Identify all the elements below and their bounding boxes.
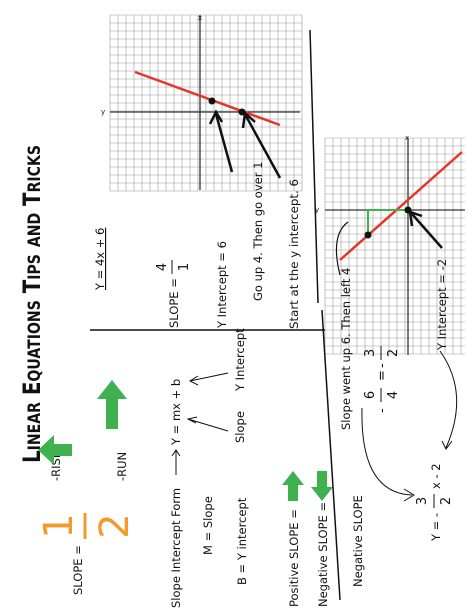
denominator: 2	[92, 513, 138, 538]
ratio-equals: =	[375, 370, 390, 381]
ex1-equation: Y = 4x + 6	[93, 228, 107, 291]
arrow	[241, 110, 282, 179]
arrow	[188, 372, 229, 386]
ratio-sign: -	[375, 363, 390, 368]
ex1-step1: Start at the y intercept. 6	[287, 179, 301, 329]
point	[208, 97, 216, 105]
rotated-content: Linear Equations Tips and Tricks SLOPE =…	[18, 29, 458, 608]
ex2-intercept: Y Intercept = -2	[435, 259, 449, 351]
ex1-step2: Go up 4. Then go over 1	[251, 162, 265, 301]
ratio-num: 3	[363, 349, 378, 357]
numerator: 1	[36, 513, 82, 538]
arrow-shaft	[106, 397, 118, 429]
slope-label: SLOPE =	[71, 545, 85, 595]
run: -RUN	[115, 452, 129, 481]
intercept-note: Y Intercept	[233, 328, 247, 392]
arrow-shaft	[317, 471, 327, 489]
arrow	[408, 210, 443, 249]
ex2-negative: Negative SLOPE	[351, 495, 365, 587]
arrow	[171, 449, 181, 475]
slope-step	[367, 209, 408, 235]
axis-label: y	[101, 108, 105, 116]
axis-label: x	[405, 134, 409, 142]
ratio-sign: -	[375, 408, 390, 413]
arrow	[186, 416, 229, 432]
ex1-slope-label: SLOPE =	[167, 278, 181, 328]
arrow	[439, 350, 458, 450]
arrow-up	[38, 435, 54, 465]
slope-note: Slope	[233, 411, 247, 443]
graph-1	[109, 14, 303, 192]
arrow-shaft	[52, 444, 72, 456]
ratio-den: 4	[386, 391, 401, 399]
axis-label: x	[198, 14, 202, 22]
divider	[321, 309, 341, 601]
arrow-right	[97, 380, 127, 399]
ratio-num: 6	[363, 391, 378, 399]
negative-slope: Negative SLOPE =	[316, 502, 330, 607]
arrow-shaft	[288, 483, 298, 501]
red-line	[134, 70, 281, 127]
ex2-eq-den: 2	[439, 497, 454, 505]
ex2-eq-right: x - 2	[429, 463, 443, 489]
form-label: Slope Intercept Form	[169, 488, 183, 608]
graph-2	[324, 137, 465, 355]
b-def: B = Y intercept	[235, 497, 249, 585]
ex1-intercept: Y Intercept = 6	[215, 241, 229, 329]
axis-label: y	[315, 206, 319, 214]
arrow	[335, 221, 349, 276]
ex1-den: 1	[177, 263, 192, 271]
ex2-eq-num: 3	[415, 497, 430, 505]
arrow	[208, 109, 234, 173]
ex2-eq-left: Y = -	[429, 513, 443, 542]
form-equation: Y = mx + b	[169, 379, 183, 446]
arrow-right	[282, 471, 304, 485]
positive-slope: Positive SLOPE =	[287, 509, 301, 607]
arrow-left	[311, 487, 333, 501]
ex2-step: Slope went up 6. Then left 4	[339, 268, 353, 430]
red-line	[339, 151, 463, 261]
arrow	[361, 407, 415, 502]
divider	[309, 29, 319, 304]
ex1-num: 4	[155, 263, 170, 271]
ratio-den: 2	[386, 349, 401, 357]
point	[364, 231, 372, 239]
m-def: M = Slope	[201, 496, 215, 555]
title: Linear Equations Tips and Tricks	[18, 145, 46, 463]
